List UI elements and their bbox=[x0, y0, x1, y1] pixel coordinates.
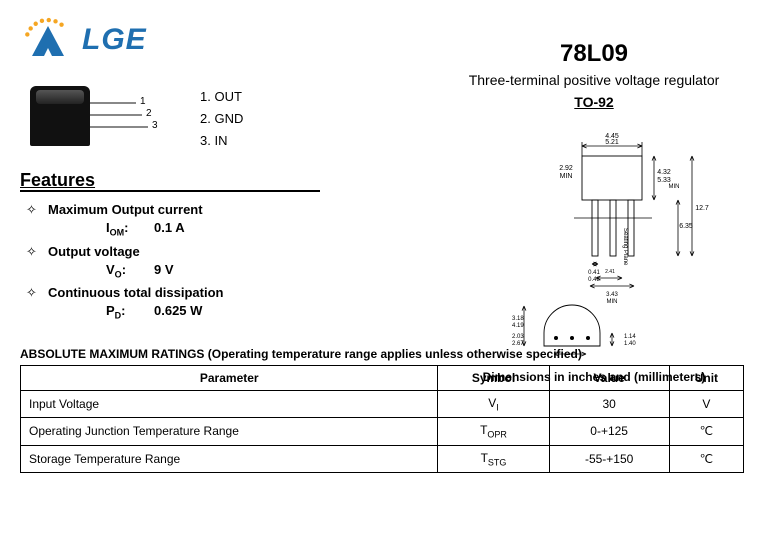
svg-text:MIN: MIN bbox=[607, 299, 618, 305]
package-diagram: 4.455.214.325.332.92MINSeating Plane0.41… bbox=[504, 128, 734, 358]
part-subtitle: Three-terminal positive voltage regulato… bbox=[444, 72, 744, 88]
table-row: Operating Junction Temperature RangeTOPR… bbox=[21, 418, 744, 445]
table-row: Storage Temperature RangeTSTG-55-+150℃ bbox=[21, 445, 744, 472]
svg-text:2.03: 2.03 bbox=[512, 334, 524, 340]
logo: LGE bbox=[20, 12, 147, 68]
pin-1: 1. OUT bbox=[200, 86, 243, 108]
svg-text:5.21: 5.21 bbox=[605, 139, 619, 146]
pin-2: 2. GND bbox=[200, 108, 243, 130]
svg-text:2.41: 2.41 bbox=[605, 269, 615, 275]
pin-3: 3. IN bbox=[200, 130, 243, 152]
part-number: 78L09 bbox=[444, 40, 744, 68]
svg-text:Seating Plane: Seating Plane bbox=[622, 228, 628, 266]
svg-text:3.43: 3.43 bbox=[606, 292, 618, 298]
logo-mark bbox=[20, 12, 76, 68]
pin-marker-2: 2 bbox=[146, 108, 152, 119]
package-link[interactable]: TO-92 bbox=[444, 94, 744, 110]
ratings-col: Parameter bbox=[21, 365, 438, 390]
svg-text:2.67: 2.67 bbox=[512, 341, 524, 347]
svg-text:MIN: MIN bbox=[669, 184, 680, 190]
svg-text:1.14: 1.14 bbox=[624, 334, 636, 340]
pinout-list: 1. OUT 2. GND 3. IN bbox=[200, 86, 243, 166]
svg-text:0.41: 0.41 bbox=[588, 270, 600, 276]
svg-text:2.92: 2.92 bbox=[559, 165, 573, 172]
component-image: 1 2 3 bbox=[20, 76, 160, 166]
pin-marker-3: 3 bbox=[152, 120, 158, 131]
svg-text:MIN: MIN bbox=[560, 173, 573, 180]
svg-text:6.35: 6.35 bbox=[679, 223, 693, 230]
svg-text:4.19: 4.19 bbox=[512, 323, 524, 329]
svg-text:1.40: 1.40 bbox=[624, 341, 636, 347]
dimensions-caption: Dimensions in inches and (millimeters) bbox=[444, 370, 744, 384]
table-row: Input VoltageVI30V bbox=[21, 390, 744, 417]
part-header: 78L09 Three-terminal positive voltage re… bbox=[444, 40, 744, 110]
svg-text:4.32: 4.32 bbox=[657, 169, 671, 176]
logo-text: LGE bbox=[82, 23, 147, 57]
svg-text:5.33: 5.33 bbox=[657, 177, 671, 184]
svg-text:12.7: 12.7 bbox=[695, 205, 709, 212]
svg-text:3.18: 3.18 bbox=[512, 316, 524, 322]
pin-marker-1: 1 bbox=[140, 96, 146, 107]
